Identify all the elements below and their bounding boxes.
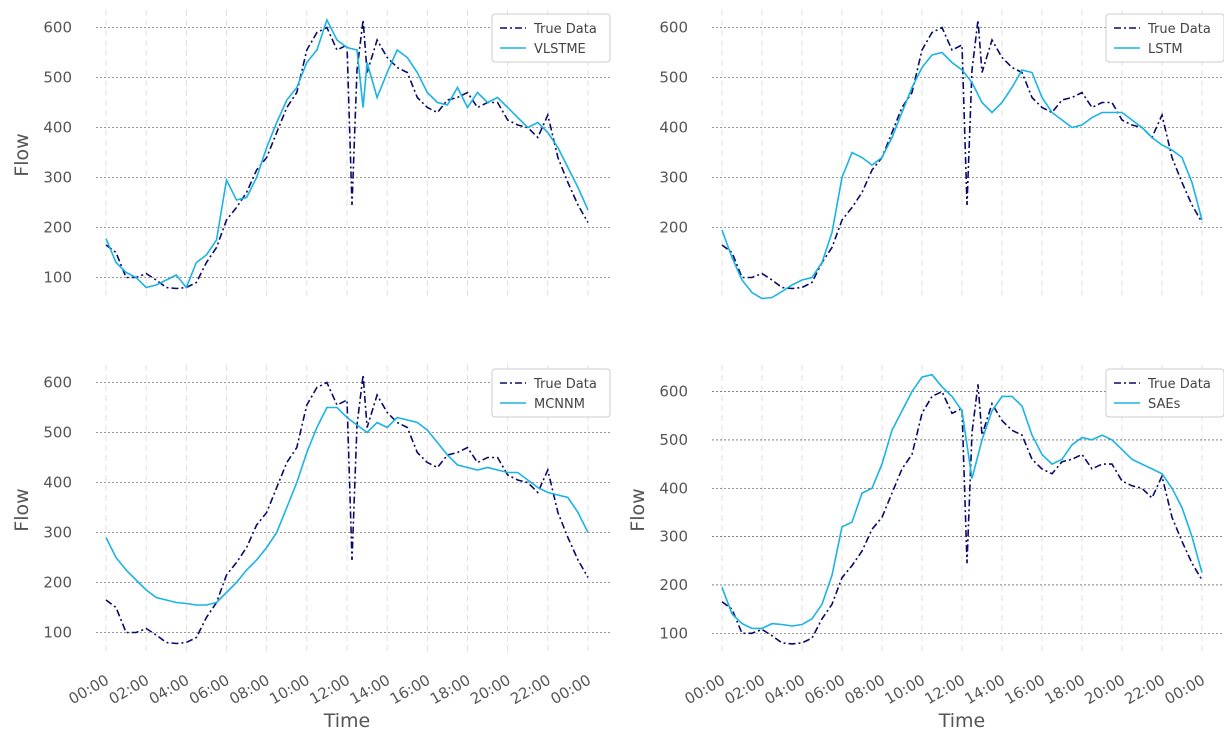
y-tick-label: 200 xyxy=(659,219,688,237)
x-tick-label: 22:00 xyxy=(507,671,553,708)
x-tick-label: 16:00 xyxy=(1002,671,1048,708)
x-tick-label: 06:00 xyxy=(802,671,848,708)
x-tick-label: 20:00 xyxy=(467,671,513,708)
y-tick-label: 300 xyxy=(659,169,688,187)
legend-label: VLSTME xyxy=(534,42,586,57)
x-axis-title: Time xyxy=(938,710,986,732)
x-tick-label: 10:00 xyxy=(266,671,312,708)
y-axis-title: Flow xyxy=(11,133,33,176)
legend: True Data VLSTME xyxy=(491,13,611,63)
x-tick-label: 12:00 xyxy=(307,671,353,708)
x-tick-label: 14:00 xyxy=(962,671,1008,708)
series-line-saes xyxy=(721,373,1203,630)
x-tick-label: 00:00 xyxy=(1162,671,1208,708)
legend-label: SAEs xyxy=(1148,397,1181,412)
x-tick-label: 00:00 xyxy=(548,671,594,708)
y-tick-label: 400 xyxy=(659,119,688,137)
chart-panel-4: 10020030040050060000:0002:0004:0006:0008… xyxy=(627,365,1224,732)
y-tick-label: 300 xyxy=(43,169,72,187)
x-tick-label: 04:00 xyxy=(762,671,808,708)
x-tick-label: 02:00 xyxy=(722,671,768,708)
y-tick-label: 200 xyxy=(43,219,72,237)
y-tick-label: 600 xyxy=(659,383,688,401)
legend-label: MCNNM xyxy=(534,397,585,412)
legend-box xyxy=(1105,13,1224,63)
y-tick-label: 200 xyxy=(659,576,688,594)
series-line-true-data xyxy=(721,384,1203,645)
y-tick-label: 400 xyxy=(43,119,72,137)
y-tick-label: 600 xyxy=(43,374,72,392)
legend-box xyxy=(491,368,611,418)
legend-label: True Data xyxy=(533,22,597,37)
legend-box xyxy=(1105,368,1224,418)
legend: True Data LSTM xyxy=(1105,13,1224,63)
chart-panel-3: 10020030040050060000:0002:0004:0006:0008… xyxy=(11,365,611,732)
series-line-lstm xyxy=(721,51,1203,300)
x-tick-label: 00:00 xyxy=(682,671,728,708)
y-tick-label: 600 xyxy=(659,19,688,37)
legend-box xyxy=(491,13,611,63)
y-tick-label: 500 xyxy=(659,431,688,449)
y-tick-label: 100 xyxy=(43,624,72,642)
chart-panel-1: 100 200 300 400 500 600 Flow True Data VLSTME xyxy=(11,10,611,300)
x-tick-label: 02:00 xyxy=(106,671,152,708)
x-tick-label: 18:00 xyxy=(1042,671,1088,708)
y-axis-title: Flow xyxy=(627,488,649,531)
y-tick-label: 600 xyxy=(43,19,72,37)
x-tick-label: 14:00 xyxy=(347,671,393,708)
series-line-true-data xyxy=(721,19,1203,290)
x-tick-label: 20:00 xyxy=(1082,671,1128,708)
series-line-vlstme xyxy=(105,17,589,290)
x-tick-label: 22:00 xyxy=(1122,671,1168,708)
x-tick-label: 08:00 xyxy=(226,671,272,708)
series-line-true-data xyxy=(105,374,589,645)
y-tick-label: 500 xyxy=(659,69,688,87)
x-tick-label: 10:00 xyxy=(882,671,928,708)
y-tick-label: 100 xyxy=(43,269,72,287)
y-tick-label: 400 xyxy=(43,474,72,492)
y-tick-label: 300 xyxy=(43,524,72,542)
x-tick-label: 08:00 xyxy=(842,671,888,708)
legend-label: LSTM xyxy=(1148,42,1183,57)
x-tick-label: 04:00 xyxy=(146,671,192,708)
legend: True Data SAEs xyxy=(1105,368,1224,418)
y-tick-label: 400 xyxy=(659,479,688,497)
legend-label: True Data xyxy=(1147,377,1211,392)
y-axis-title: Flow xyxy=(11,488,33,531)
x-tick-label: 18:00 xyxy=(427,671,473,708)
y-tick-label: 500 xyxy=(43,424,72,442)
y-tick-label: 100 xyxy=(659,624,688,642)
y-tick-label: 200 xyxy=(43,574,72,592)
series-line-mcnnm xyxy=(105,406,589,606)
x-tick-label: 16:00 xyxy=(387,671,433,708)
x-tick-label: 06:00 xyxy=(186,671,232,708)
chart-panel-2: 200 300 400 500 600 True Data LSTM xyxy=(659,10,1224,300)
legend: True Data MCNNM xyxy=(491,368,611,418)
series-line-true-data xyxy=(105,19,589,290)
legend-label: True Data xyxy=(533,377,597,392)
x-axis-title: Time xyxy=(323,710,371,732)
y-tick-label: 300 xyxy=(659,528,688,546)
legend-label: True Data xyxy=(1147,22,1211,37)
x-tick-label: 12:00 xyxy=(922,671,968,708)
x-tick-label: 00:00 xyxy=(66,671,112,708)
y-tick-label: 500 xyxy=(43,69,72,87)
